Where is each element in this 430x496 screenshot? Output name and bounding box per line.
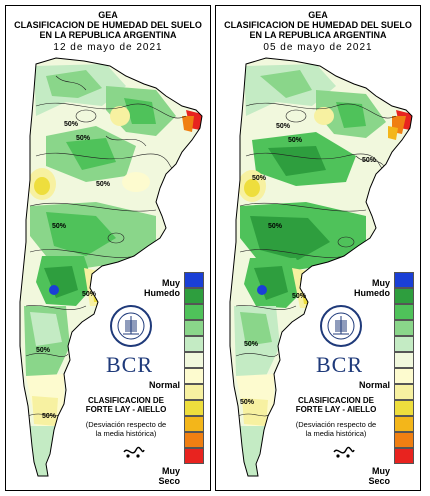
legend-swatch bbox=[394, 352, 414, 368]
legend-swatch bbox=[394, 368, 414, 384]
classification-note: (Desviación respecto de la media históri… bbox=[85, 420, 167, 438]
contour-label: 50% bbox=[82, 291, 97, 298]
bcr-logo: BCR bbox=[316, 352, 364, 377]
gea-logo-icon bbox=[123, 446, 145, 458]
soil-moisture-map-right: 50% 50% 50% 50% 50% 50% 50% 50% bbox=[229, 57, 413, 477]
map-panel-left: GEA CLASIFICACION DE HUMEDAD DEL SUELO E… bbox=[5, 5, 211, 491]
legend-swatch bbox=[184, 272, 204, 288]
contour-label: 50% bbox=[64, 121, 79, 128]
legend-swatch bbox=[394, 336, 414, 352]
panel-date: 05 de mayo de 2021 bbox=[263, 42, 373, 53]
panel-date: 12 de mayo de 2021 bbox=[53, 42, 163, 53]
legend-label-normal: Normal bbox=[358, 380, 390, 390]
contour-label: 50% bbox=[76, 135, 91, 142]
legend-swatch bbox=[394, 400, 414, 416]
contour-label: 50% bbox=[268, 223, 283, 230]
bcr-logo: BCR bbox=[106, 352, 154, 377]
legend-swatch bbox=[184, 288, 204, 304]
legend-swatch bbox=[184, 368, 204, 384]
legend-swatch bbox=[184, 320, 204, 336]
panel-subtitle: EN LA REPUBLICA ARGENTINA bbox=[39, 30, 177, 40]
panel-title: CLASIFICACION DE HUMEDAD DEL SUELO bbox=[14, 20, 202, 30]
legend-swatch bbox=[394, 384, 414, 400]
bcr-seal-logo bbox=[110, 305, 152, 347]
panel-title-gea: GEA bbox=[98, 10, 118, 20]
map-panel-right: GEA CLASIFICACION DE HUMEDAD DEL SUELO E… bbox=[215, 5, 421, 491]
panel-title: CLASIFICACION DE HUMEDAD DEL SUELO bbox=[224, 20, 412, 30]
legend-scale bbox=[394, 272, 414, 464]
legend-swatch bbox=[394, 272, 414, 288]
legend-swatch bbox=[184, 400, 204, 416]
bcr-seal-logo bbox=[320, 305, 362, 347]
panel-title-gea: GEA bbox=[308, 10, 328, 20]
classification-note: (Desviación respecto de la media históri… bbox=[295, 420, 377, 438]
legend-swatch bbox=[394, 304, 414, 320]
legend-swatch bbox=[184, 384, 204, 400]
legend-label-dry: Muy Seco bbox=[368, 466, 390, 486]
legend-swatch bbox=[394, 320, 414, 336]
contour-label: 50% bbox=[276, 123, 291, 130]
legend-swatch bbox=[184, 304, 204, 320]
legend-label-normal: Normal bbox=[148, 380, 180, 390]
contour-label: 50% bbox=[362, 157, 377, 164]
contour-label: 50% bbox=[52, 223, 67, 230]
legend-label-wet: Muy Humedo bbox=[144, 278, 180, 298]
contour-label: 50% bbox=[96, 181, 111, 188]
legend-swatch bbox=[394, 416, 414, 432]
legend-swatch bbox=[184, 352, 204, 368]
legend-swatch bbox=[394, 288, 414, 304]
contour-label: 50% bbox=[292, 293, 307, 300]
contour-label: 50% bbox=[42, 413, 57, 420]
legend-swatch bbox=[394, 432, 414, 448]
classification-title: CLASIFICACION DE FORTE LAY - AIELLO bbox=[295, 396, 377, 414]
contour-label: 50% bbox=[288, 137, 303, 144]
contour-label: 50% bbox=[244, 341, 259, 348]
panel-subtitle: EN LA REPUBLICA ARGENTINA bbox=[249, 30, 387, 40]
legend-swatch bbox=[184, 432, 204, 448]
legend-label-dry: Muy Seco bbox=[158, 466, 180, 486]
legend-label-wet: Muy Humedo bbox=[354, 278, 390, 298]
contour-label: 50% bbox=[36, 347, 51, 354]
classification-title: CLASIFICACION DE FORTE LAY - AIELLO bbox=[85, 396, 167, 414]
contour-label: 50% bbox=[252, 175, 267, 182]
contour-label: 50% bbox=[240, 399, 255, 406]
legend-swatch bbox=[184, 448, 204, 464]
gea-logo-icon bbox=[333, 446, 355, 458]
legend-swatch bbox=[184, 336, 204, 352]
soil-moisture-map-left: 50% 50% 50% 50% 50% 50% 50% bbox=[19, 57, 203, 477]
legend-swatch bbox=[184, 416, 204, 432]
legend-scale bbox=[184, 272, 204, 464]
legend-swatch bbox=[394, 448, 414, 464]
